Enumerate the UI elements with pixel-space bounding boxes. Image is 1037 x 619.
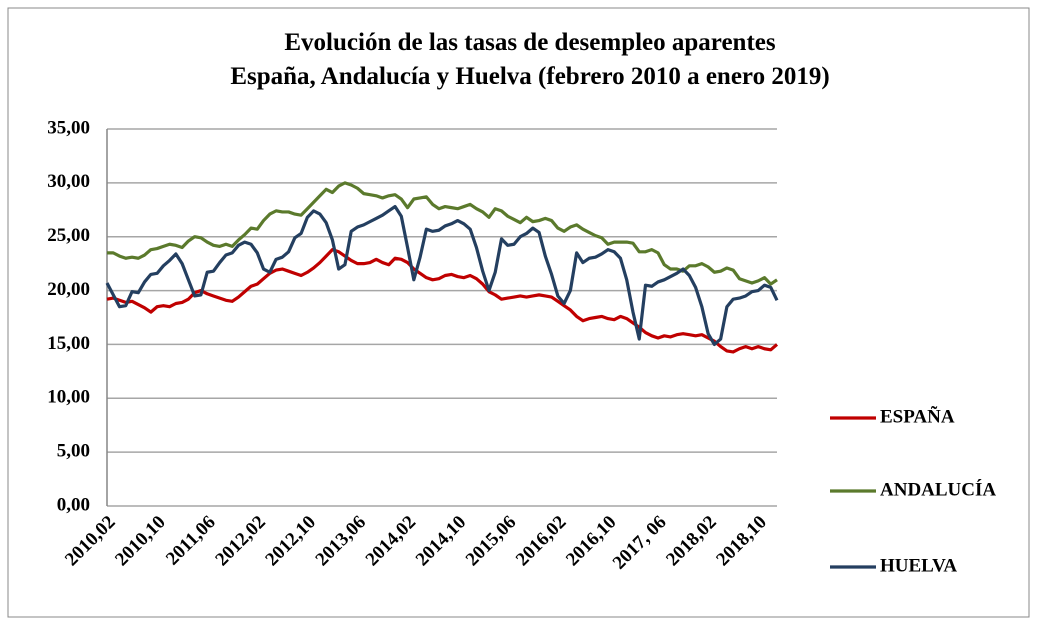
series-line [107,181,778,286]
y-tick-label: 0,00 [57,494,90,515]
legend-label: HUELVA [880,555,957,576]
chart-subtitle: España, Andalucía y Huelva (febrero 2010… [230,63,829,90]
y-tick-label: 20,00 [47,279,90,300]
series-line [106,248,779,354]
y-tick-label: 15,00 [47,333,90,354]
legend-label: ANDALUCÍA [880,478,996,500]
y-tick-label: 5,00 [57,441,90,462]
y-tick-label: 30,00 [47,171,90,192]
legend-label: ESPAÑA [880,405,955,427]
y-tick-label: 35,00 [47,117,90,138]
y-tick-label: 25,00 [47,225,90,246]
chart-title: Evolución de las tasas de desempleo apar… [284,29,775,56]
y-tick-label: 10,00 [47,387,90,408]
series-line [105,204,779,347]
chart-frame [7,7,1030,618]
